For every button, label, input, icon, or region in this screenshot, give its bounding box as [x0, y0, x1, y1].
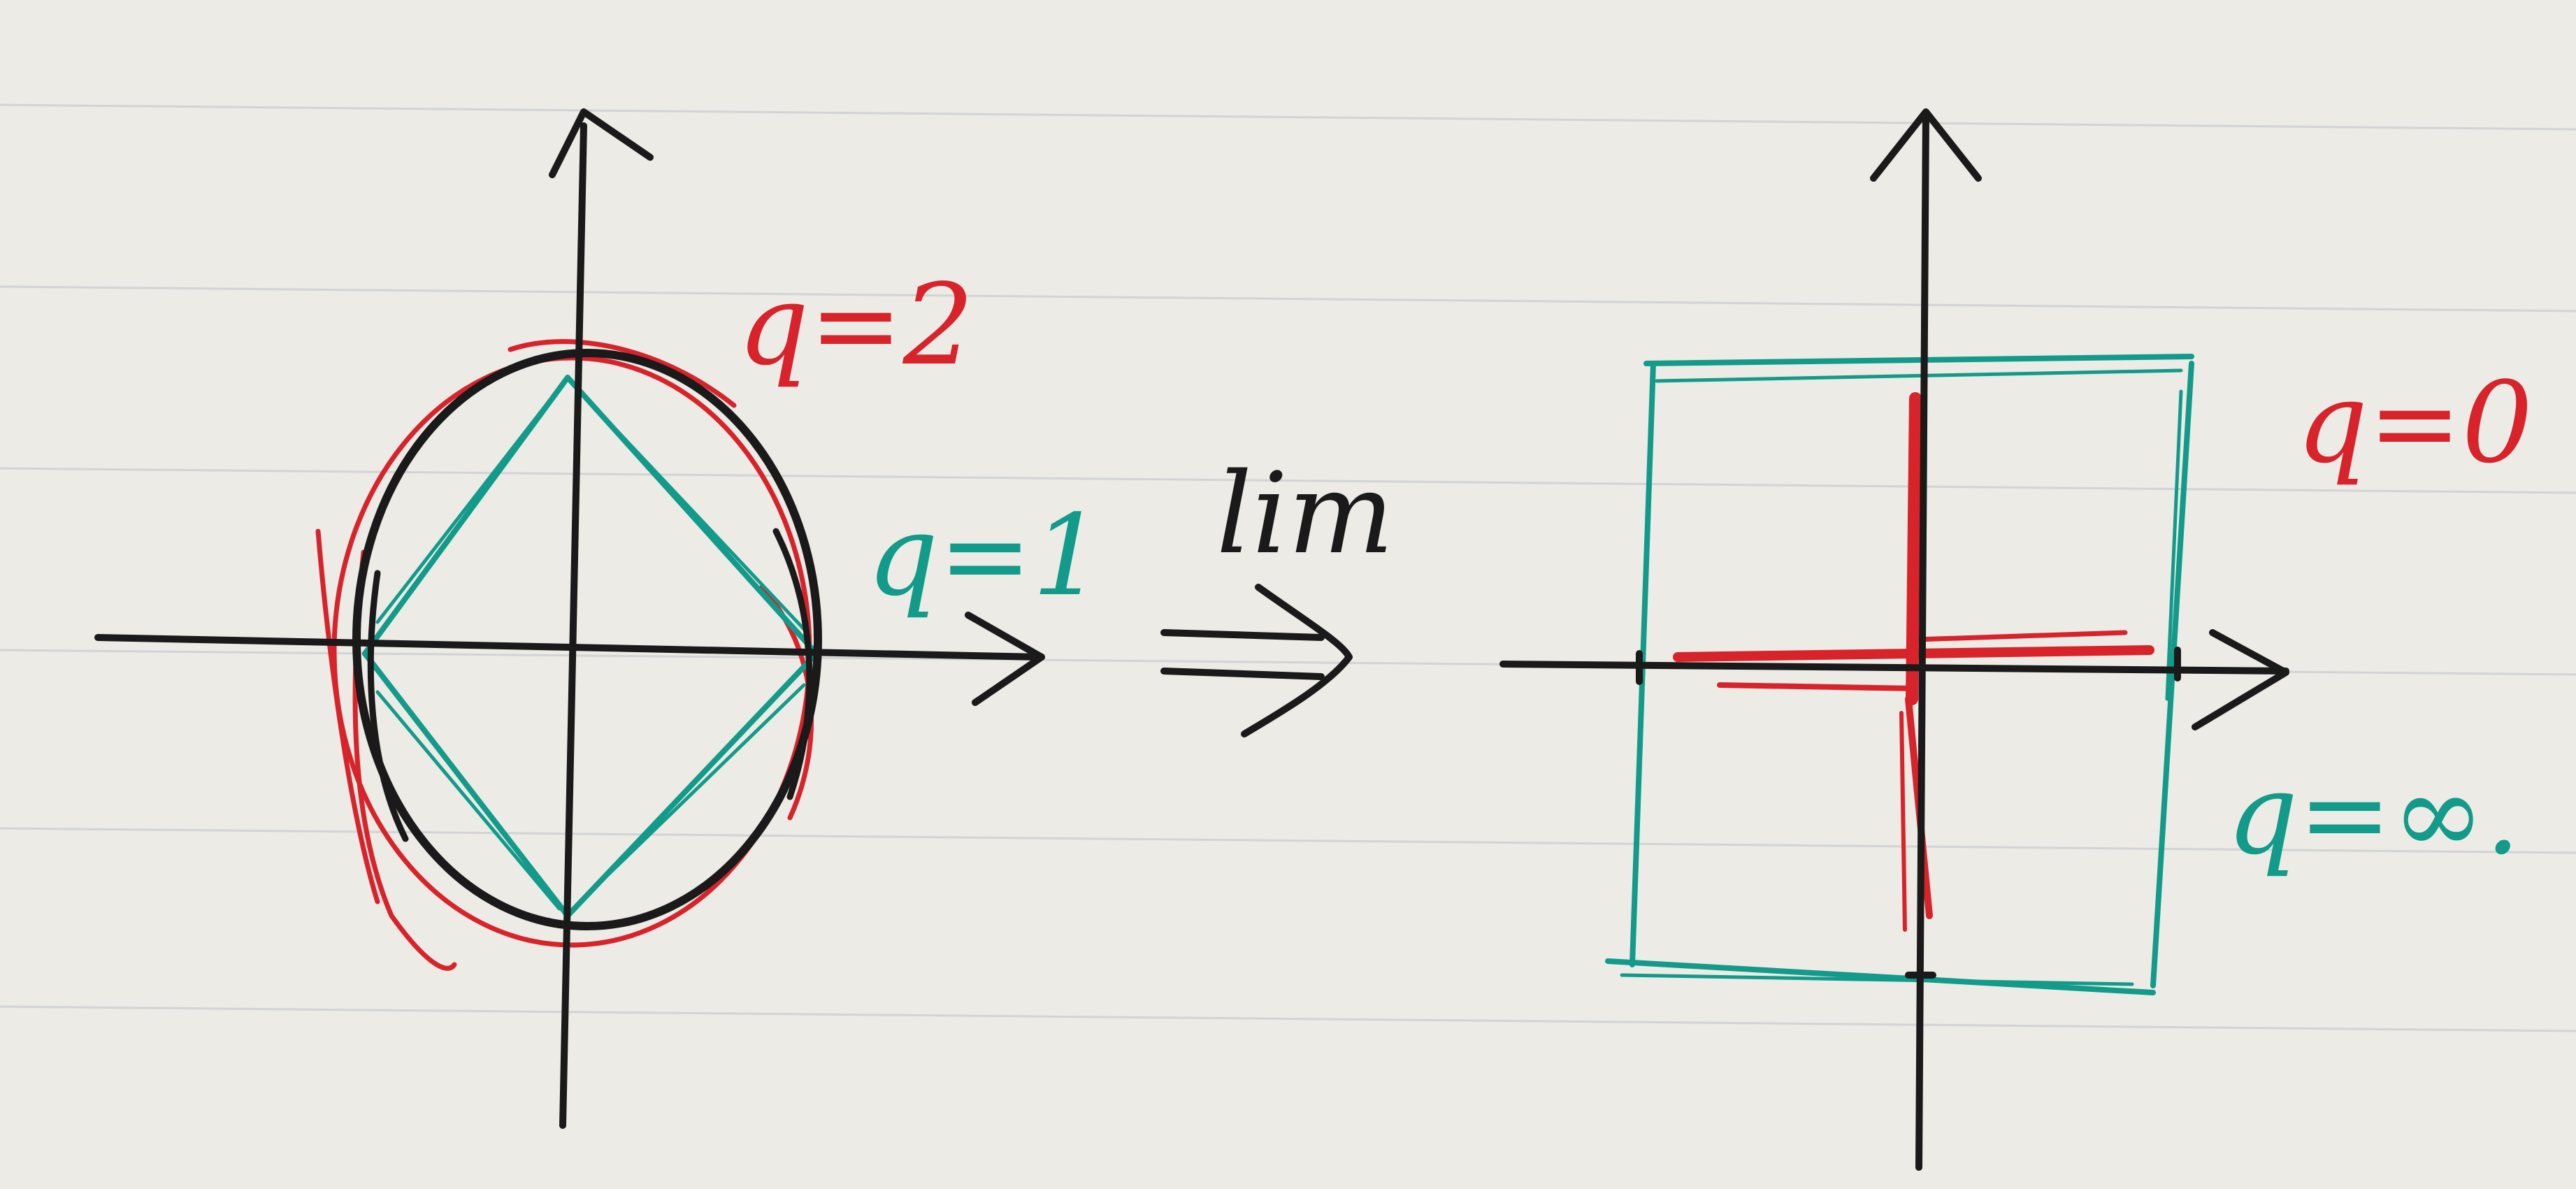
teal-square-bottom [1620, 973, 2134, 986]
right-x-axis [1499, 661, 2289, 675]
right-y-axis [1915, 112, 1929, 1171]
double-arrow-line [1160, 668, 1325, 680]
transition: lim [1160, 448, 1394, 737]
left-diagram: q=2 q=1 [94, 108, 1103, 1129]
red-circle-stroke [315, 528, 380, 905]
red-circle-stroke [508, 339, 737, 408]
rule-line [0, 285, 2576, 312]
left-x-axis-arrowhead [965, 612, 1045, 706]
ruled-lines [0, 103, 2576, 1032]
qinf-teal-square [1605, 354, 2194, 995]
label-qinf: q=∞. [2226, 749, 2521, 879]
rule-line [0, 1005, 2576, 1032]
left-axes [94, 108, 1045, 1129]
teal-square-bottom [1605, 958, 2156, 995]
rule-line [0, 103, 2576, 131]
right-axes [1499, 108, 2289, 1171]
double-arrow-head [1241, 584, 1353, 737]
red-cross-horizontal [1717, 682, 1918, 691]
right-x-axis-arrowhead [2192, 629, 2289, 730]
red-cross-horizontal [1673, 645, 2154, 662]
label-q1: q=1 [867, 490, 1103, 621]
black-circle-stroke [367, 570, 409, 842]
right-diagram: q=0 q=∞. [1499, 108, 2533, 1171]
teal-square-top [1643, 354, 2194, 366]
label-q0: q=0 [2296, 357, 2533, 488]
rule-line [0, 467, 2576, 494]
double-arrow-line [1160, 629, 1325, 641]
red-cross-vertical [1899, 711, 1907, 932]
left-y-axis [559, 122, 587, 1129]
label-lim: lim [1216, 448, 1394, 579]
rule-line [0, 827, 2576, 854]
double-arrow-right-icon [1160, 584, 1353, 737]
teal-square-right [2165, 389, 2183, 701]
label-q2: q=2 [737, 259, 974, 390]
q1-teal-diamond-retrace [375, 386, 806, 911]
right-y-axis-arrowhead [1870, 108, 1982, 182]
teal-square-top [1655, 368, 2183, 383]
black-circle-stroke [772, 528, 813, 800]
teal-square-right [2150, 361, 2194, 988]
red-cross-horizontal [1913, 630, 2128, 642]
left-y-axis-arrowhead [549, 108, 654, 178]
